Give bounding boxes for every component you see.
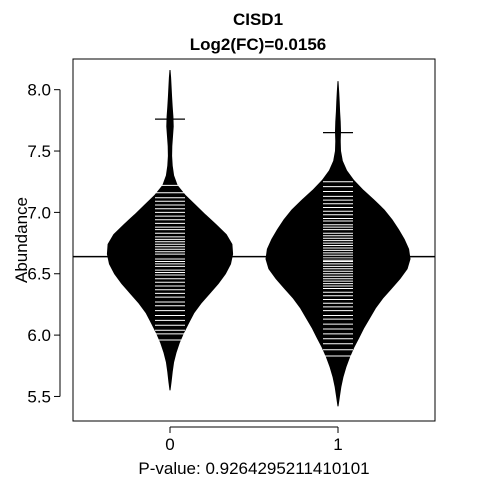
x-tick-label-1: 1 xyxy=(333,435,342,454)
bean-1 xyxy=(265,81,411,407)
y-tick-label-3: 7.0 xyxy=(27,203,51,222)
chart-title: CISD1 xyxy=(233,10,283,29)
plot-frame xyxy=(72,58,436,422)
x-tick-label-0: 0 xyxy=(165,435,174,454)
y-tick-label-1: 6.0 xyxy=(27,326,51,345)
chart-subtitle: Log2(FC)=0.0156 xyxy=(190,35,327,54)
beans-layer xyxy=(106,69,411,407)
y-tick-label-5: 8.0 xyxy=(27,81,51,100)
y-tick-label-2: 6.5 xyxy=(27,265,51,284)
bean-0 xyxy=(106,69,234,391)
y-axis: 5.5 6.0 6.5 7.0 7.5 8.0 xyxy=(27,81,61,406)
y-tick-label-4: 7.5 xyxy=(27,142,51,161)
x-axis-label: P-value: 0.9264295211410101 xyxy=(138,459,369,478)
y-tick-label-0: 5.5 xyxy=(27,387,51,406)
y-axis-label: Abundance xyxy=(12,197,31,283)
